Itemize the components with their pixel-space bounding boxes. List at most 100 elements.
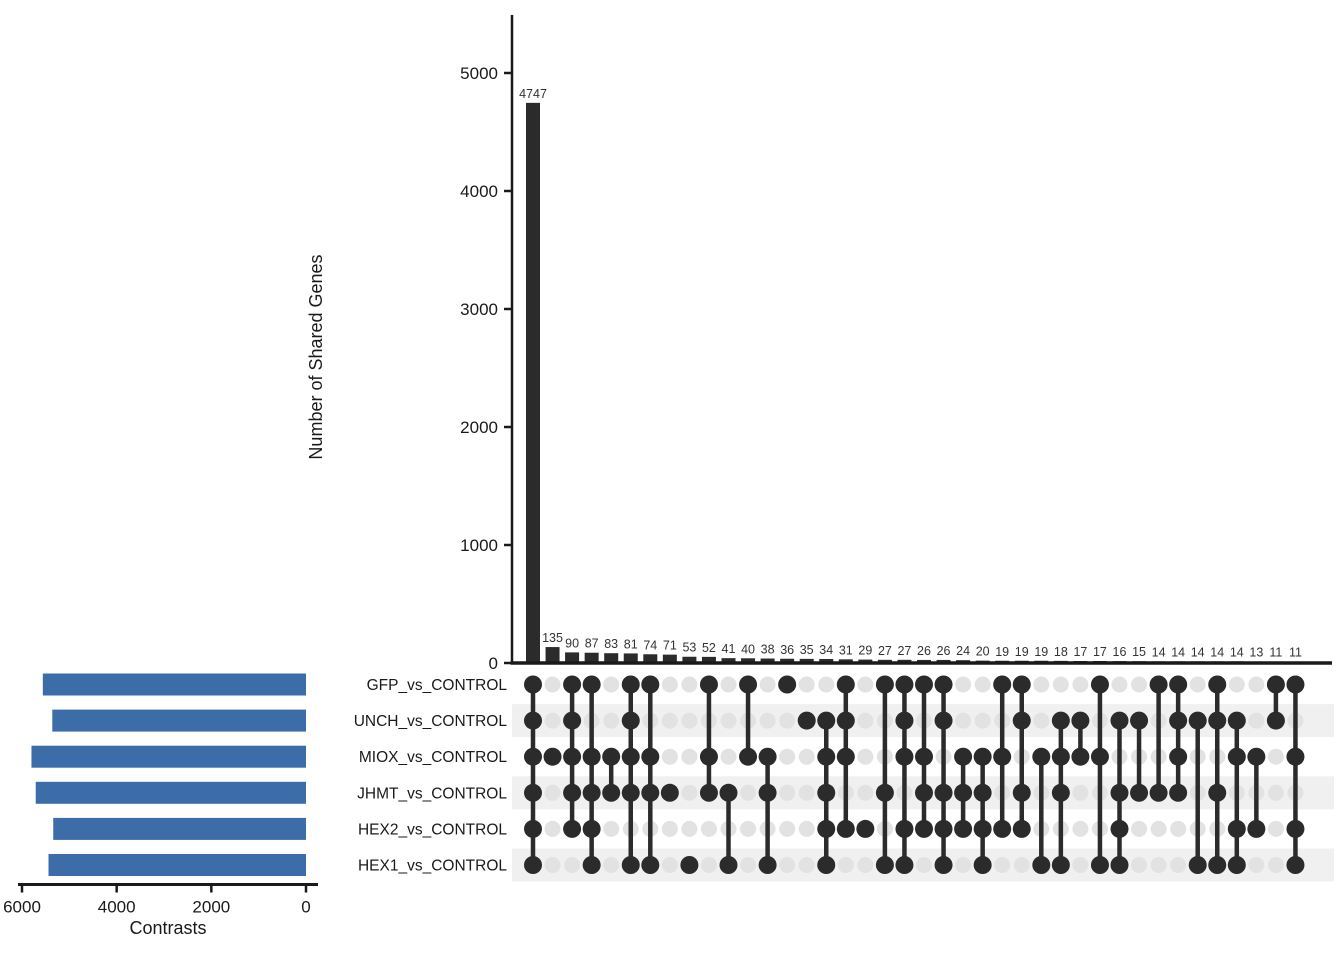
matrix-dot-member: [641, 675, 660, 694]
matrix-dot-member: [817, 856, 836, 874]
intersection-bar: [526, 102, 540, 663]
intersection-count-label: 31: [839, 643, 853, 657]
matrix-dot-empty: [955, 676, 972, 693]
matrix-dot-member: [875, 856, 894, 874]
matrix-dot-empty: [1111, 676, 1128, 693]
matrix-dot-empty: [857, 676, 874, 693]
intersection-count-label: 41: [722, 642, 736, 656]
matrix-dot-member: [1032, 747, 1051, 766]
matrix-dot-member: [1188, 711, 1207, 730]
matrix-dot-empty: [1228, 676, 1245, 693]
set-size-tick-label: 4000: [98, 898, 136, 917]
matrix-dot-empty: [1131, 820, 1148, 837]
y-tick-label: 0: [489, 654, 498, 673]
matrix-dot-member: [621, 675, 640, 694]
matrix-dot-member: [699, 783, 718, 802]
matrix-dot-member: [1110, 711, 1129, 730]
matrix-dot-member: [934, 711, 953, 730]
intersection-bar: [799, 658, 814, 663]
matrix-dot-member: [582, 783, 601, 802]
matrix-dot-empty: [681, 784, 698, 801]
matrix-dot-member: [1090, 856, 1109, 874]
matrix-dot-member: [1169, 675, 1188, 694]
matrix-dot-empty: [857, 857, 874, 873]
matrix-dot-member: [641, 747, 660, 766]
matrix-dot-member: [563, 783, 582, 802]
matrix-dot-member: [758, 783, 777, 802]
matrix-dot-member: [856, 819, 875, 838]
matrix-dot-member: [934, 783, 953, 802]
intersection-count-label: 14: [1152, 645, 1166, 659]
matrix-dot-empty: [1170, 820, 1187, 837]
matrix-dot-member: [1012, 783, 1031, 802]
matrix-dot-member: [1208, 711, 1227, 730]
set-size-bar: [48, 854, 307, 876]
y-tick-label: 3000: [460, 300, 498, 319]
set-row-label: MIOX_vs_CONTROL: [359, 749, 508, 766]
matrix-dot-empty: [779, 712, 796, 729]
intersection-bar: [780, 658, 795, 663]
matrix-dot-member: [524, 783, 542, 802]
y-tick-label: 5000: [460, 64, 498, 83]
matrix-dot-member: [915, 819, 933, 838]
y-axis-title: Number of Shared Genes: [306, 254, 326, 459]
matrix-dot-empty: [955, 712, 972, 729]
matrix-dot-empty: [798, 857, 815, 873]
matrix-dot-empty: [955, 857, 972, 873]
matrix-dot-empty: [544, 784, 561, 801]
matrix-dot-member: [641, 856, 660, 874]
matrix-dot-empty: [759, 676, 776, 693]
matrix-dot-member: [1208, 783, 1227, 802]
matrix-dot-member: [836, 711, 855, 730]
matrix-dot-member: [954, 783, 973, 802]
matrix-dot-member: [1071, 711, 1090, 730]
intersection-count-label: 4747: [519, 87, 547, 101]
matrix-dot-member: [563, 711, 582, 730]
intersection-bar: [721, 658, 736, 663]
matrix-dot-empty: [1072, 676, 1089, 693]
matrix-dot-empty: [1248, 676, 1265, 693]
matrix-dot-member: [1286, 819, 1305, 838]
matrix-dot-member: [680, 856, 699, 874]
matrix-dot-member: [875, 783, 894, 802]
matrix-dot-empty: [974, 712, 991, 729]
intersection-bar: [662, 654, 677, 663]
matrix-dot-empty: [544, 857, 561, 873]
matrix-dot-member: [1110, 856, 1129, 874]
intersection-bar: [838, 659, 853, 663]
matrix-dot-empty: [1248, 857, 1265, 873]
intersection-count-label: 11: [1269, 646, 1282, 660]
set-size-bar: [31, 745, 306, 768]
matrix-dot-empty: [779, 857, 796, 873]
matrix-dot-member: [524, 675, 542, 694]
intersection-count-label: 26: [917, 644, 931, 658]
matrix-dot-empty: [798, 784, 815, 801]
matrix-dot-empty: [1131, 857, 1148, 873]
matrix-dot-empty: [1150, 820, 1167, 837]
set-size-bar: [53, 817, 306, 840]
matrix-dot-empty: [740, 820, 757, 837]
matrix-dot-empty: [1052, 676, 1069, 693]
matrix-dot-member: [758, 747, 777, 766]
intersection-bar: [741, 658, 756, 663]
matrix-dot-member: [817, 711, 836, 730]
matrix-dot-member: [739, 675, 758, 694]
matrix-dot-member: [1090, 747, 1109, 766]
matrix-dot-empty: [1033, 712, 1050, 729]
matrix-dot-member: [563, 819, 582, 838]
matrix-dot-empty: [720, 748, 737, 765]
matrix-dot-empty: [700, 820, 717, 837]
intersection-count-label: 83: [604, 637, 618, 651]
matrix-dot-empty: [740, 784, 757, 801]
intersection-bar: [545, 647, 560, 663]
matrix-dot-member: [934, 819, 953, 838]
matrix-dot-member: [875, 675, 894, 694]
matrix-dot-member: [895, 819, 914, 838]
matrix-dot-member: [524, 747, 542, 766]
matrix-dot-empty: [661, 712, 678, 729]
matrix-dot-member: [1169, 783, 1188, 802]
matrix-dot-empty: [603, 857, 620, 873]
intersection-count-label: 24: [956, 644, 970, 658]
matrix-dot-member: [582, 747, 601, 766]
set-row-label: UNCH_vs_CONTROL: [354, 713, 508, 730]
